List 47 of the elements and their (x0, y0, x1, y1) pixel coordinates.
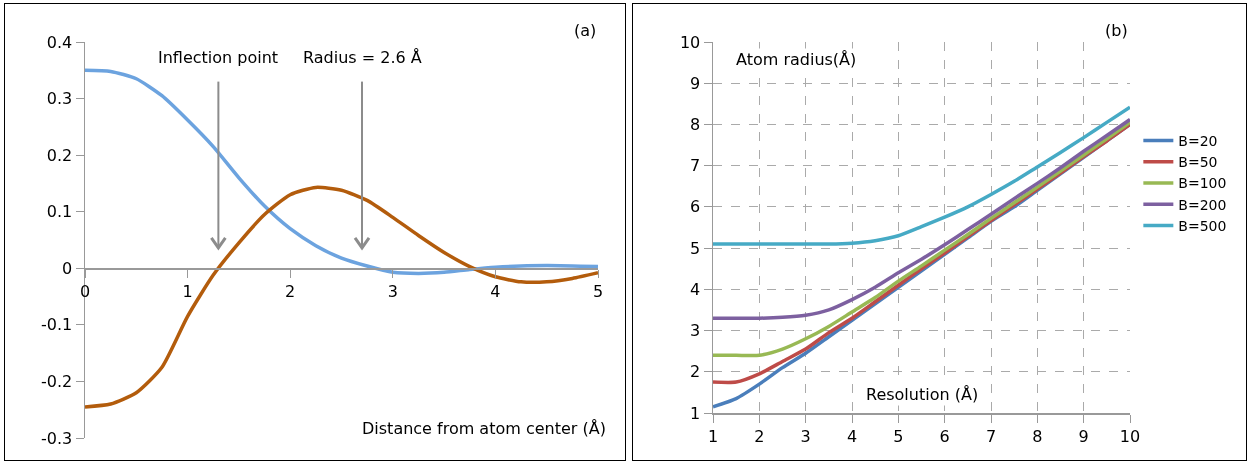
y-tick-label: 6 (690, 197, 701, 217)
y-tick-label: 10 (679, 32, 701, 52)
annotation: Radius = 2.6 Å (303, 48, 422, 67)
y-tick-label: 0.3 (46, 89, 73, 109)
y-tick-label: -0.3 (41, 428, 73, 448)
x-tick-label: 3 (800, 426, 811, 446)
y-tick-label: 0.2 (46, 145, 73, 165)
x-tick-label: 1 (182, 281, 193, 301)
x-axis-title: Resolution (Å) (866, 385, 979, 404)
x-tick-label: 1 (707, 426, 719, 446)
legend-label: B=100 (1178, 175, 1227, 192)
x-tick-label: 3 (387, 281, 398, 301)
y-tick-label: 7 (690, 156, 701, 176)
y-tick-label: -0.1 (41, 315, 73, 335)
text: (a) (574, 21, 597, 40)
y-tick-label: 8 (690, 115, 701, 135)
legend-label: B=50 (1178, 154, 1218, 171)
y-tick-label: -0.2 (41, 372, 73, 392)
x-tick-label: 4 (846, 426, 858, 446)
y-tick-label: 3 (690, 321, 701, 341)
text: (b) (1105, 21, 1128, 40)
x-tick-label: 9 (1078, 426, 1089, 446)
legend-label: B=500 (1178, 217, 1227, 234)
x-tick-label: 2 (285, 281, 296, 301)
y-tick-label: 2 (690, 362, 701, 382)
y-tick-label: 5 (690, 238, 701, 258)
x-tick-label: 0 (79, 281, 91, 301)
legend-label: B=20 (1178, 133, 1218, 150)
annotation: Inflection point (158, 48, 279, 67)
x-tick-label: 4 (490, 281, 501, 301)
x-tick-label: 6 (939, 426, 950, 446)
legend-label: B=200 (1178, 196, 1227, 213)
y-tick-label: 0.4 (46, 32, 73, 52)
x-axis-title: Distance from atom center (Å) (362, 419, 606, 438)
line-series (713, 117, 1130, 320)
x-tick-label: 8 (1032, 426, 1043, 446)
x-tick-label: 7 (985, 426, 997, 446)
y-tick-label: 0 (62, 258, 73, 278)
line-series (713, 105, 1130, 246)
y-tick-label: 1 (690, 403, 701, 423)
y-tick-label: 9 (690, 73, 701, 93)
x-tick-label: 2 (754, 426, 765, 446)
x-tick-label: 10 (1119, 426, 1141, 446)
x-tick-label: 5 (592, 281, 604, 301)
y-tick-label: 0.1 (46, 202, 73, 222)
x-tick-label: 5 (893, 426, 904, 446)
y-axis-title: Atom radius(Å) (736, 50, 857, 69)
